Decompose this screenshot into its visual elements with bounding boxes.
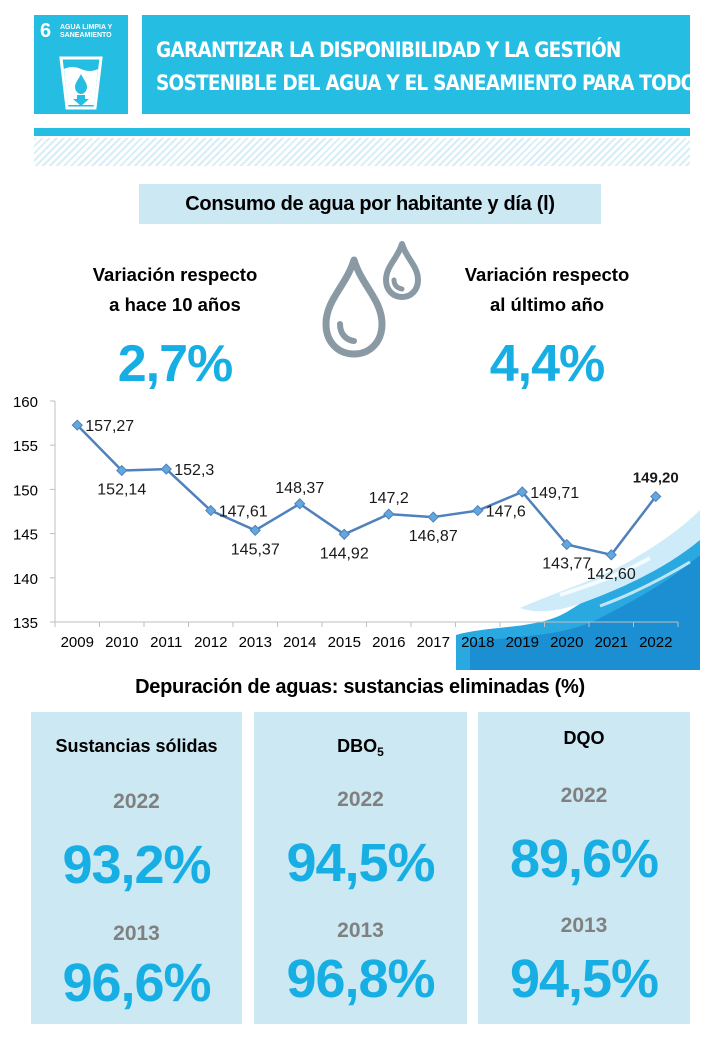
panel-year-latest: 2022	[113, 790, 160, 813]
panel-value-baseline: 96,6%	[62, 953, 211, 1013]
y-tick-label: 140	[13, 571, 38, 588]
data-label: 149,71	[530, 485, 579, 502]
data-label: 145,37	[231, 541, 280, 558]
x-tick-label: 2019	[506, 634, 539, 651]
panel-year-baseline: 2013	[337, 919, 384, 942]
x-tick-label: 2011	[150, 634, 182, 651]
x-tick-label: 2020	[550, 634, 583, 651]
panel-title: DQO	[563, 728, 605, 748]
data-label: 147,61	[219, 504, 268, 521]
y-tick-label: 150	[13, 482, 38, 499]
data-point	[472, 504, 484, 517]
variation-1y-value: 4,4%	[489, 335, 606, 393]
sdg-name: AGUA LIMPIA Y SANEAMIENTO	[60, 24, 113, 39]
water-drops-icon	[322, 241, 421, 358]
data-label: 147,2	[369, 490, 409, 507]
title-line-1: GARANTIZAR LA DISPONIBILIDAD Y LA GESTIÓ…	[156, 38, 621, 63]
data-point	[338, 528, 350, 540]
data-point	[516, 486, 528, 498]
panel-solid-substances: Sustancias sólidas 2022 93,2% 2013 96,6%	[31, 712, 242, 1024]
variation-10y-label: Variación respecto a hace 10 años	[92, 264, 258, 315]
x-tick-label: 2010	[105, 634, 138, 651]
decorative-stripes	[34, 138, 690, 166]
header-divider	[34, 128, 690, 136]
panel-value-latest: 94,5%	[286, 833, 435, 893]
x-tick-label: 2022	[639, 634, 672, 651]
data-label: 149,20	[633, 469, 679, 486]
panel-year-baseline: 2013	[113, 922, 160, 945]
data-point	[205, 504, 217, 517]
panel-year-latest: 2022	[560, 784, 608, 807]
x-tick-label: 2014	[283, 634, 316, 651]
y-tick-label: 135	[13, 615, 38, 632]
panel-value-latest: 89,6%	[509, 829, 659, 889]
data-point	[605, 549, 617, 561]
y-tick-label: 145	[13, 527, 38, 544]
panel-value-baseline: 94,5%	[509, 949, 659, 1009]
sdg-6-badge: 6 AGUA LIMPIA Y SANEAMIENTO	[34, 15, 128, 114]
water-glass-icon	[59, 56, 103, 110]
panel-dqo: DQO 2022 89,6% 2013 94,5%	[478, 712, 690, 1024]
panel-title: Sustancias sólidas	[55, 736, 218, 756]
page-title: GARANTIZAR LA DISPONIBILIDAD Y LA GESTIÓ…	[156, 34, 709, 100]
x-tick-label: 2013	[239, 634, 272, 651]
data-label: 148,37	[275, 480, 324, 497]
data-point	[160, 463, 172, 475]
data-point	[561, 538, 573, 551]
data-point	[650, 490, 662, 503]
data-label: 152,14	[97, 481, 146, 498]
data-label: 152,3	[174, 462, 214, 479]
series-line	[76, 424, 657, 557]
panel-value-baseline: 96,8%	[286, 949, 435, 1009]
panel-title-main: DBO	[337, 736, 378, 756]
purification-title: Depuración de aguas: sustancias eliminad…	[135, 676, 585, 698]
data-point	[249, 524, 261, 536]
data-point	[427, 511, 439, 523]
data-label: 142,60	[587, 566, 636, 583]
header-bar	[142, 15, 690, 114]
x-tick-label: 2021	[595, 634, 628, 651]
data-point	[383, 508, 395, 520]
y-tick-label: 155	[13, 438, 38, 455]
panel-year-baseline: 2013	[560, 914, 608, 937]
title-line-2: SOSTENIBLE DEL AGUA Y EL SANEAMIENTO PAR…	[156, 71, 709, 96]
data-label: 157,27	[85, 418, 134, 435]
panel-value-latest: 93,2%	[62, 835, 211, 895]
data-label: 147,6	[486, 504, 526, 521]
data-point	[71, 419, 83, 431]
panel-title-subscript: 5	[377, 745, 384, 759]
data-label: 143,77	[542, 555, 591, 572]
x-tick-label: 2009	[61, 634, 94, 651]
data-point	[116, 464, 128, 477]
panel-dbo5: DBO5 2022 94,5% 2013 96,8%	[254, 712, 467, 1024]
data-label: 144,92	[320, 545, 369, 562]
data-label: 146,87	[409, 528, 458, 545]
panel-title: DBO5	[254, 736, 467, 759]
panel-year-latest: 2022	[337, 788, 384, 811]
data-point	[294, 498, 306, 510]
x-tick-label: 2015	[328, 634, 361, 651]
variation-1y-label: Variación respecto al último año	[464, 264, 630, 315]
variation-10y-value: 2,7%	[117, 335, 234, 393]
x-tick-label: 2012	[194, 634, 227, 651]
water-wave-decoration	[456, 510, 700, 670]
consumption-line-chart: 135 140 145 150 155 160 2009 2010 2011 2012 2013 20…	[13, 394, 700, 670]
x-tick-label: 2017	[417, 634, 450, 651]
section-title-background	[139, 184, 601, 224]
y-tick-label: 160	[13, 394, 38, 411]
x-tick-label: 2018	[461, 634, 494, 651]
sdg-number: 6	[40, 20, 52, 42]
x-tick-label: 2016	[372, 634, 405, 651]
consumption-title: Consumo de agua por habitante y día (l)	[185, 193, 555, 215]
